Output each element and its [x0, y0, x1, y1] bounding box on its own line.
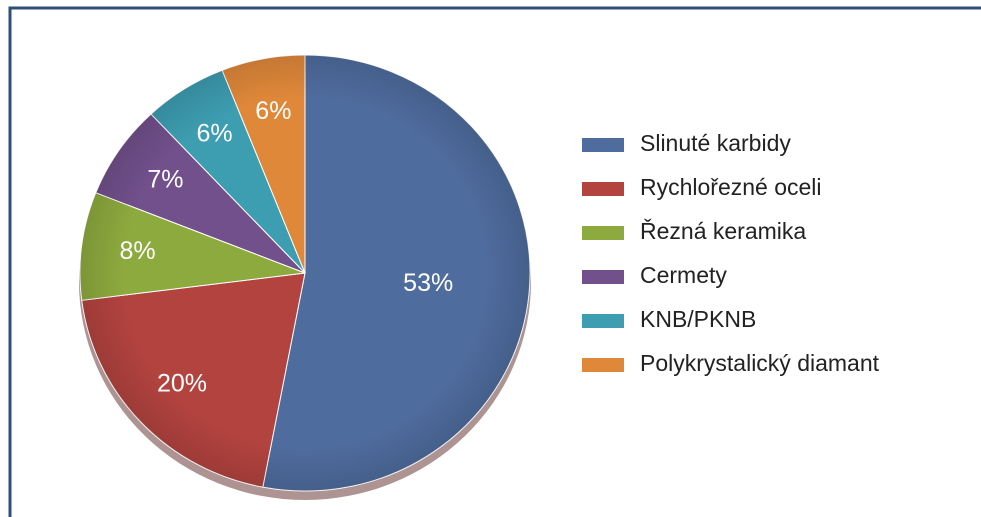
- legend-swatch: [582, 182, 624, 196]
- pie-shade: [80, 55, 530, 491]
- pie: 53%20%8%7%6%6%: [79, 54, 531, 492]
- legend-label: Rychlořezné oceli: [640, 174, 822, 200]
- legend-label: Cermety: [640, 262, 727, 288]
- legend: Slinuté karbidy Rychlořezné oceli Řezná ke…: [582, 130, 880, 376]
- legend-label: Slinuté karbidy: [640, 130, 791, 156]
- legend-label: KNB/PKNB: [640, 306, 756, 332]
- legend-swatch: [582, 138, 624, 152]
- legend-label: Polykrystalický diamant: [640, 350, 880, 376]
- legend-swatch: [582, 314, 624, 328]
- legend-swatch: [582, 358, 624, 372]
- legend-swatch: [582, 226, 624, 240]
- frame: [8, 6, 981, 517]
- legend-swatch: [582, 270, 624, 284]
- legend-label: Řezná keramika: [640, 218, 806, 244]
